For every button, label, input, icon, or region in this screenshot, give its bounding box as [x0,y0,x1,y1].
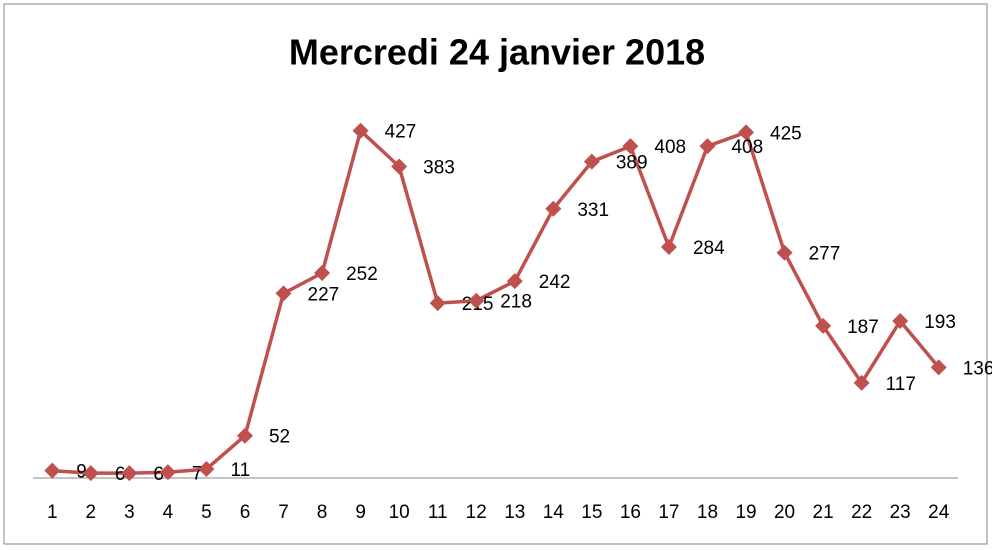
chart-title: Mercredi 24 janvier 2018 [289,32,705,73]
data-label: 6 [153,464,164,485]
marker [776,244,793,261]
x-tick-label: 9 [355,502,366,523]
data-label: 11 [230,460,250,481]
data-label: 389 [616,153,648,174]
data-label: 277 [809,244,841,265]
data-label: 6 [115,464,126,485]
data-label: 52 [269,427,290,448]
x-tick-label: 21 [813,502,834,523]
data-label: 242 [539,272,571,293]
marker [506,273,523,290]
x-tick-label: 22 [851,502,872,523]
data-label: 331 [577,200,609,221]
x-tick-label: 2 [86,502,97,523]
marker [660,239,677,256]
marker [121,465,138,482]
marker [198,461,215,478]
marker [622,138,639,155]
marker [275,285,292,302]
marker [82,465,99,482]
data-label: 408 [731,137,763,158]
x-tick-label: 20 [774,502,795,523]
marker [429,295,446,312]
x-tick-label: 16 [620,502,641,523]
data-label: 252 [346,264,378,285]
x-tick-label: 17 [658,502,679,523]
x-tick-label: 15 [581,502,602,523]
marker [391,158,408,175]
data-label: 117 [886,374,916,395]
data-label: 193 [924,312,956,333]
data-label: 9 [76,462,87,483]
x-tick-label: 23 [890,502,911,523]
marker [468,292,485,309]
marker [236,427,253,444]
x-tick-label: 19 [735,502,756,523]
data-label: 427 [385,122,417,143]
marker [853,374,870,391]
marker [314,265,331,282]
data-label: 187 [847,317,879,338]
x-tick-label: 12 [466,502,487,523]
marker [815,317,832,334]
x-tick-label: 18 [697,502,718,523]
x-tick-label: 14 [543,502,565,523]
x-tick-label: 1 [47,502,58,523]
marker [699,138,716,155]
marker [892,313,909,330]
data-label: 383 [423,158,455,179]
x-tick-label: 3 [124,502,135,523]
x-tick-label: 6 [240,502,251,523]
x-tick-label: 11 [428,502,448,523]
marker [545,200,562,217]
x-tick-label: 5 [201,502,212,523]
marker [583,153,600,170]
data-label: 218 [500,292,532,313]
x-tick-label: 10 [389,502,410,523]
data-label: 136 [963,358,992,379]
x-tick-label: 7 [278,502,289,523]
marker [44,462,61,479]
marker [738,124,755,141]
marker [930,359,947,376]
x-tick-label: 8 [317,502,328,523]
data-label: 7 [192,463,203,484]
data-label: 227 [308,284,340,305]
data-label: 284 [693,238,725,259]
marker [159,464,176,481]
chart-border [3,3,988,545]
data-label: 425 [770,123,802,144]
x-tick-label: 13 [504,502,525,523]
marker [352,122,369,139]
x-tick-label: 4 [163,502,174,523]
data-label: 408 [654,137,686,158]
x-tick-label: 24 [928,502,950,523]
